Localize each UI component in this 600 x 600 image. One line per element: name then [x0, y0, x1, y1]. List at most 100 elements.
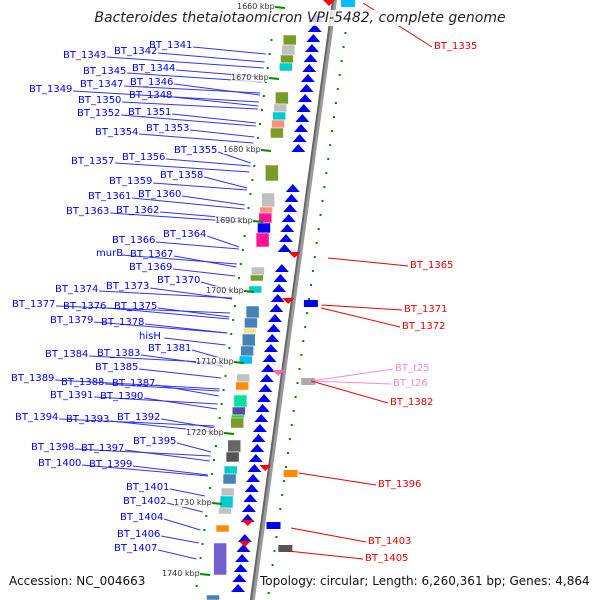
gene-label[interactable]: BT_1379 [50, 315, 94, 326]
kbp-tick-label: 1670 kbp [231, 73, 269, 82]
gene-block [227, 439, 241, 453]
gene-label[interactable]: BT_1347 [80, 79, 124, 90]
gene-label[interactable]: BT_1355 [174, 145, 218, 156]
gene-label[interactable]: BT_1392 [117, 412, 161, 423]
gene-block [231, 406, 246, 416]
gene-label[interactable]: BT_1385 [95, 362, 139, 373]
reverse-gene-block [278, 545, 293, 552]
gene-label[interactable]: BT_1351 [128, 107, 172, 118]
gene-label[interactable]: BT_1407 [114, 543, 158, 554]
gene-label[interactable]: BT_1402 [123, 496, 167, 507]
gene-label[interactable]: BT_1387 [112, 378, 156, 389]
gene-label[interactable]: BT_1394 [15, 412, 59, 423]
gene-label[interactable]: BT_1374 [55, 284, 99, 295]
gene-label[interactable]: BT_1395 [133, 436, 177, 447]
gene-label[interactable]: BT_1363 [66, 206, 110, 217]
gene-label[interactable]: BT_1375 [114, 301, 158, 312]
gene-label[interactable]: BT_1361 [88, 191, 132, 202]
forward-gene-arrow [252, 424, 267, 432]
gene-label[interactable]: BT_1345 [83, 66, 127, 77]
reverse-gene-arrow [259, 465, 272, 471]
gene-label[interactable]: murB [96, 248, 124, 259]
gene-block [272, 111, 286, 121]
reverse-gene-arrow [272, 370, 285, 376]
gene-block [280, 54, 294, 64]
gene-label[interactable]: BT_1390 [100, 391, 144, 402]
gene-label[interactable]: BT_1360 [138, 189, 182, 200]
forward-gene-arrow [295, 114, 310, 122]
gene-label-leader [55, 379, 220, 390]
gene-label[interactable]: BT_1346 [130, 77, 174, 88]
gene-label[interactable]: BT_1381 [148, 343, 192, 354]
reverse-gene-block [266, 522, 281, 529]
gene-label[interactable]: BT_1372 [402, 321, 446, 332]
gene-label[interactable]: BT_1350 [78, 95, 122, 106]
gene-label[interactable]: BT_1356 [122, 152, 166, 163]
accession-text: Accession: NC_004663 [9, 574, 146, 588]
gene-label[interactable]: BT_1397 [81, 443, 125, 454]
gene-label[interactable]: BT_1335 [434, 41, 478, 52]
gene-label[interactable]: BT_1399 [89, 459, 133, 470]
gene-label[interactable]: hisH [139, 331, 161, 342]
gene-label[interactable]: BT_1352 [77, 108, 121, 119]
gene-label[interactable]: BT_1377 [12, 299, 56, 310]
gene-label[interactable]: BT_1373 [106, 281, 150, 292]
map-title: Bacteroides thetaiotaomicron VPI-5482, c… [0, 10, 600, 26]
gene-label-leader [172, 113, 257, 124]
gene-label[interactable]: BT_1403 [368, 536, 412, 547]
forward-gene-arrow [233, 564, 248, 572]
gene-label[interactable]: BT_1406 [117, 529, 161, 540]
gene-label[interactable]: BT_1348 [129, 90, 173, 101]
gene-label[interactable]: BT_1389 [11, 373, 55, 384]
gene-block [213, 542, 227, 576]
gene-label[interactable]: BT_1401 [126, 482, 170, 493]
gene-label[interactable]: BT_1362 [116, 205, 160, 216]
gene-label[interactable]: BT_1405 [365, 553, 409, 564]
gene-label[interactable]: BT_1393 [66, 414, 110, 425]
gene-label[interactable]: BT_1359 [109, 176, 153, 187]
kbp-tick-mark [243, 290, 255, 293]
gene-label[interactable]: BT_1370 [157, 275, 201, 286]
forward-gene-arrow [255, 404, 270, 412]
gene-label-leader [144, 397, 218, 410]
gene-label[interactable]: BT_1344 [132, 63, 176, 74]
gene-label[interactable]: BT_1400 [38, 458, 82, 469]
forward-gene-arrow [283, 204, 298, 212]
gene-label[interactable]: BT_1396 [378, 479, 422, 490]
gene-label[interactable]: BT_1384 [45, 349, 89, 360]
gene-block [222, 473, 237, 485]
forward-gene-arrow [243, 494, 258, 502]
kbp-tick-label: 1720 kbp [186, 428, 224, 437]
gene-label[interactable]: BT_1343 [63, 50, 107, 61]
gene-label[interactable]: BT_1388 [61, 377, 105, 388]
gene-label[interactable]: BT_1341 [149, 40, 193, 51]
gene-label[interactable]: BT_1371 [404, 304, 448, 315]
gene-label[interactable]: BT_1404 [120, 512, 164, 523]
gene-label[interactable]: BT_1353 [146, 123, 190, 134]
gene-label[interactable]: BT_1376 [63, 301, 107, 312]
gene-label[interactable]: BT_1365 [410, 260, 454, 271]
gene-label[interactable]: BT_1349 [29, 84, 73, 95]
gene-label[interactable]: BT_1354 [95, 127, 139, 138]
gene-label[interactable]: BT_1364 [163, 229, 207, 240]
gene-label[interactable]: BT_t26 [393, 378, 428, 389]
gene-label[interactable]: BT_1342 [114, 46, 158, 57]
gene-label[interactable]: BT_1383 [97, 348, 141, 359]
gene-label[interactable]: BT_1382 [390, 397, 434, 408]
gene-label-leader [121, 254, 237, 265]
gene-label[interactable]: BT_1378 [101, 317, 145, 328]
gene-label[interactable]: BT_1357 [71, 156, 115, 167]
gene-label[interactable]: BT_1358 [160, 170, 204, 181]
gene-label-leader [75, 448, 211, 457]
gene-block [273, 103, 288, 113]
gene-label[interactable]: BT_t25 [395, 363, 430, 374]
gene-label[interactable]: BT_1391 [50, 390, 94, 401]
gene-label[interactable]: BT_1398 [31, 442, 75, 453]
gene-label-leader [158, 52, 265, 63]
gene-label[interactable]: BT_1369 [129, 262, 173, 273]
gene-label-leader [173, 268, 236, 277]
forward-gene-arrow [292, 134, 307, 142]
gene-label[interactable]: BT_1367 [130, 249, 174, 260]
gene-label[interactable]: BT_1366 [112, 235, 156, 246]
gene-label-leader [290, 527, 367, 543]
